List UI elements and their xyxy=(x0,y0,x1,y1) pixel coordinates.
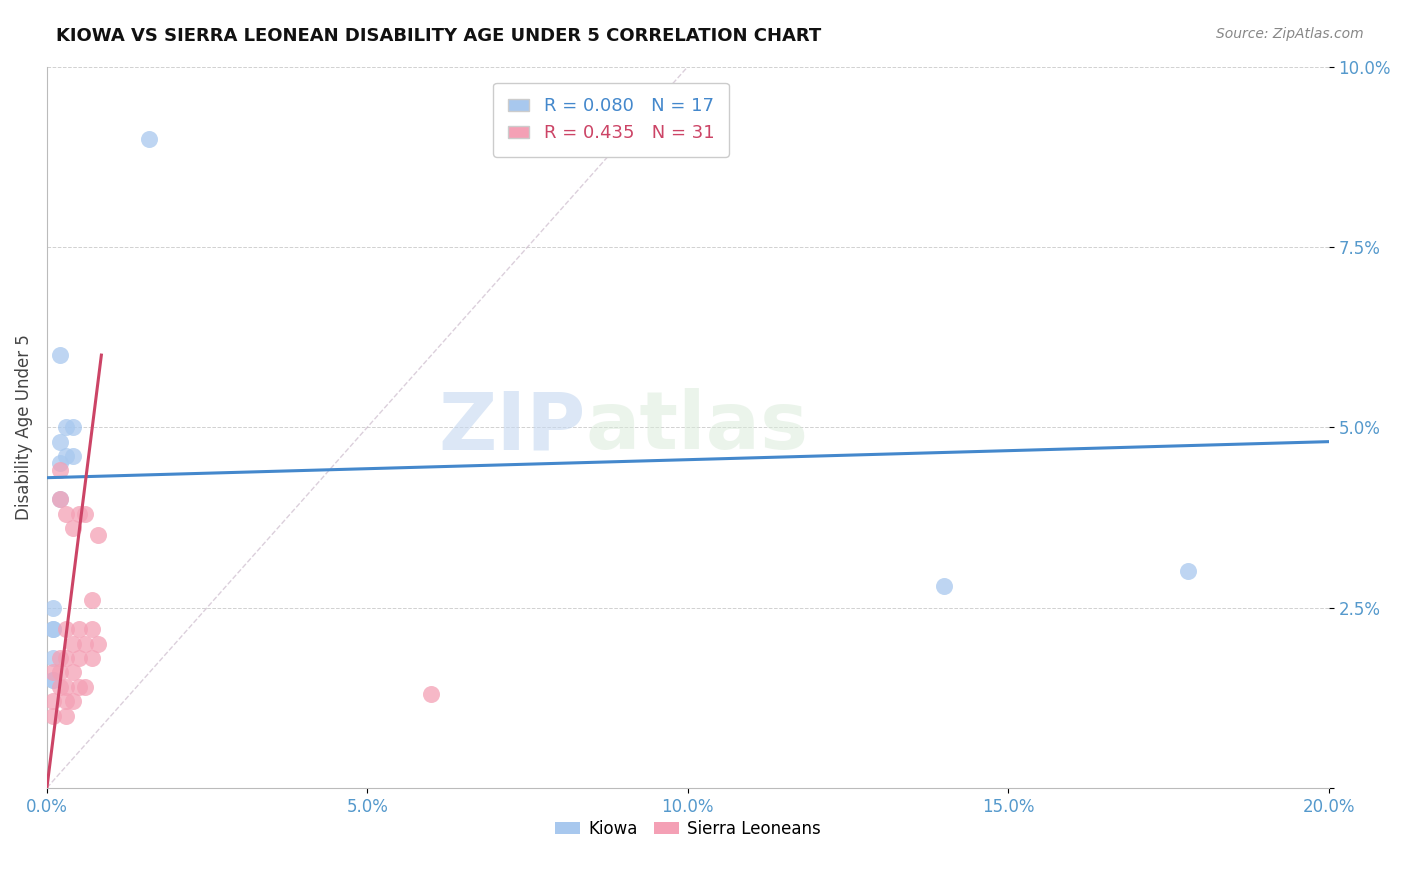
Point xyxy=(42,600,65,615)
Point xyxy=(55,680,77,694)
Point xyxy=(48,434,70,449)
Point xyxy=(55,622,77,636)
Point xyxy=(48,456,70,470)
Point xyxy=(55,420,77,434)
Point xyxy=(75,637,97,651)
Point xyxy=(42,622,65,636)
Point xyxy=(55,651,77,665)
Point xyxy=(48,665,70,680)
Point xyxy=(80,651,103,665)
Point xyxy=(55,708,77,723)
Point xyxy=(87,528,110,542)
Point xyxy=(67,507,90,521)
Legend: Kiowa, Sierra Leoneans: Kiowa, Sierra Leoneans xyxy=(548,814,828,845)
Point xyxy=(75,680,97,694)
Point xyxy=(42,694,65,708)
Point xyxy=(67,651,90,665)
Point xyxy=(55,694,77,708)
Point xyxy=(1177,565,1199,579)
Point xyxy=(48,651,70,665)
Point xyxy=(80,593,103,607)
Y-axis label: Disability Age Under 5: Disability Age Under 5 xyxy=(15,334,32,520)
Point xyxy=(42,665,65,680)
Point xyxy=(67,680,90,694)
Point xyxy=(48,348,70,362)
Point xyxy=(42,651,65,665)
Point xyxy=(62,637,84,651)
Point xyxy=(80,622,103,636)
Text: Source: ZipAtlas.com: Source: ZipAtlas.com xyxy=(1216,27,1364,41)
Point xyxy=(67,622,90,636)
Point xyxy=(420,687,443,701)
Text: ZIP: ZIP xyxy=(439,388,585,467)
Point xyxy=(75,507,97,521)
Text: KIOWA VS SIERRA LEONEAN DISABILITY AGE UNDER 5 CORRELATION CHART: KIOWA VS SIERRA LEONEAN DISABILITY AGE U… xyxy=(56,27,821,45)
Point xyxy=(55,507,77,521)
Point xyxy=(42,673,65,687)
Text: atlas: atlas xyxy=(585,388,808,467)
Point xyxy=(48,680,70,694)
Point xyxy=(87,637,110,651)
Point xyxy=(48,492,70,507)
Point xyxy=(62,665,84,680)
Point xyxy=(42,622,65,636)
Point xyxy=(62,420,84,434)
Point xyxy=(42,708,65,723)
Point xyxy=(62,521,84,535)
Point xyxy=(55,449,77,463)
Point xyxy=(934,579,956,593)
Point xyxy=(138,132,160,146)
Point xyxy=(62,449,84,463)
Point xyxy=(42,673,65,687)
Point xyxy=(62,694,84,708)
Point xyxy=(48,463,70,477)
Point xyxy=(48,492,70,507)
